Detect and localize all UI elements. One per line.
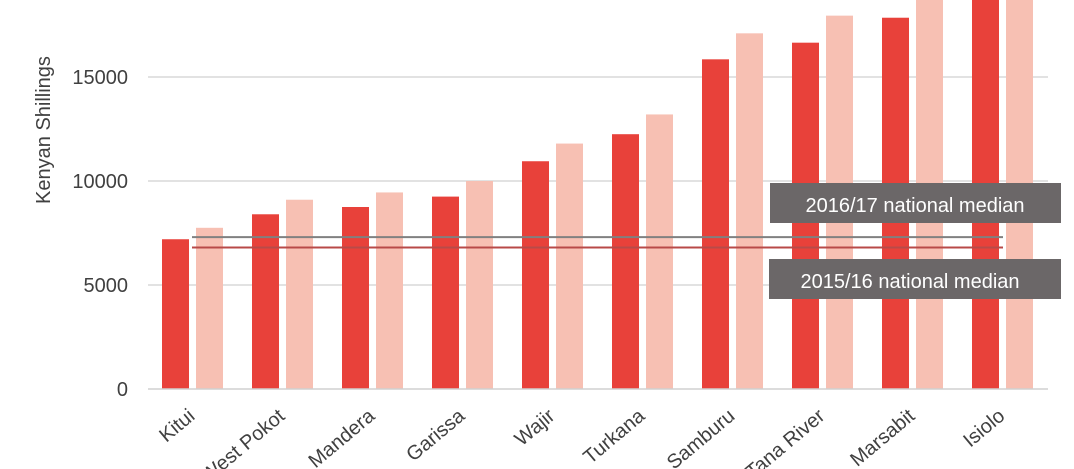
y-tick-label: 10000 bbox=[72, 171, 128, 193]
bar-2015-16-samburu bbox=[702, 59, 729, 389]
x-category-label: Wajir bbox=[511, 405, 560, 451]
x-category-label: Turkana bbox=[579, 404, 649, 468]
bar-2016-17-kitui bbox=[196, 227, 223, 389]
bar-2016-17-samburu bbox=[736, 33, 763, 389]
x-category-label: Marsabit bbox=[846, 405, 919, 469]
bar-2016-17-wajir bbox=[556, 143, 583, 389]
bar-2016-17-garissa bbox=[466, 181, 493, 389]
x-category-label: Kitui bbox=[155, 405, 199, 447]
x-category-label: Isiolo bbox=[959, 405, 1009, 452]
annotation-2015-16-box bbox=[769, 259, 1061, 299]
bar-2015-16-turkana bbox=[612, 134, 639, 389]
y-tick-label: 0 bbox=[117, 379, 128, 401]
bar-2015-16-garissa bbox=[432, 196, 459, 389]
annotation-2015-16-label: 2015/16 national median bbox=[800, 271, 1019, 293]
gridlines bbox=[148, 76, 1048, 286]
bar-2016-17-turkana bbox=[646, 114, 673, 389]
y-tick-label: 15000 bbox=[72, 67, 128, 89]
annotation-2016-17-label: 2016/17 national median bbox=[805, 195, 1024, 217]
bar-2015-16-kitui bbox=[162, 239, 189, 389]
bar-2016-17-west-pokot bbox=[286, 199, 313, 389]
x-category-label: Garissa bbox=[402, 404, 470, 466]
bar-2016-17-mandera bbox=[376, 192, 403, 389]
bar-2015-16-wajir bbox=[522, 161, 549, 389]
annotation-2016-17-box bbox=[770, 183, 1061, 223]
annotation-2015-16: 2015/16 national median bbox=[769, 259, 1061, 299]
x-category-label: Samburu bbox=[663, 405, 739, 469]
x-category-label: Mandera bbox=[305, 404, 380, 469]
bar-2015-16-west-pokot bbox=[252, 214, 279, 389]
y-axis-title: Kenyan Shillings bbox=[33, 56, 55, 204]
bar-2015-16-mandera bbox=[342, 207, 369, 389]
annotation-2016-17: 2016/17 national median bbox=[770, 183, 1061, 223]
y-tick-label: 5000 bbox=[84, 275, 129, 297]
reference-lines bbox=[192, 236, 1003, 249]
x-category-label: West Pokot bbox=[197, 405, 290, 469]
x-category-label: Tana River bbox=[742, 405, 830, 469]
y-axis-ticks: 0 5000 10000 15000 bbox=[72, 67, 128, 401]
